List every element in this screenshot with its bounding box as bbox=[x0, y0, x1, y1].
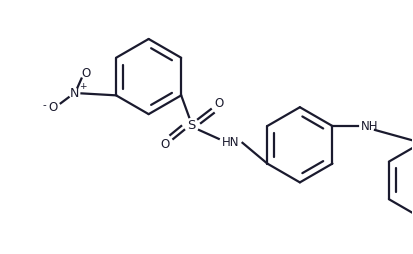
Text: -: - bbox=[42, 100, 46, 110]
Text: HN: HN bbox=[221, 136, 239, 149]
Text: O: O bbox=[160, 138, 170, 151]
Text: O: O bbox=[82, 67, 91, 80]
Text: NH: NH bbox=[361, 120, 378, 133]
Text: O: O bbox=[214, 97, 223, 110]
Text: N: N bbox=[70, 87, 79, 100]
Text: S: S bbox=[186, 119, 195, 132]
Text: O: O bbox=[48, 101, 57, 114]
Text: +: + bbox=[78, 82, 86, 91]
